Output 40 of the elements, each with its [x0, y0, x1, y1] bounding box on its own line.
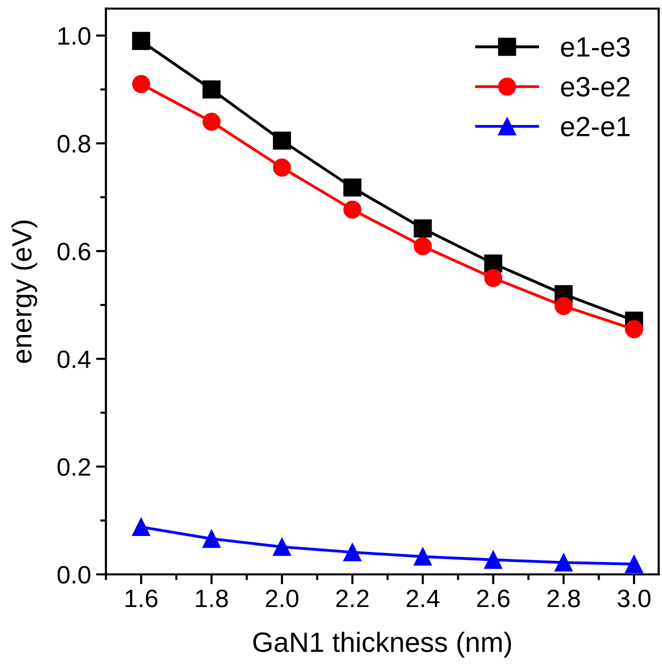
y-tick-label: 0.0 [58, 566, 90, 584]
x-tick-label: 1.8 [196, 590, 228, 608]
point [272, 538, 291, 556]
point [132, 32, 150, 50]
y-tick-label: 0.2 [58, 458, 90, 476]
point [343, 178, 362, 197]
point [554, 553, 573, 572]
point [554, 297, 573, 316]
x-tick-label: 2.8 [548, 590, 580, 608]
y-axis-title: energy (eV) [11, 220, 38, 363]
legend-label: e3-e2 [561, 76, 630, 97]
y-tick-label: 0.6 [58, 242, 90, 260]
point [484, 269, 502, 288]
x-tick-label: 2.0 [266, 590, 298, 608]
point [343, 543, 362, 562]
point [414, 237, 432, 256]
point [343, 200, 362, 219]
x-tick-label: 2.2 [336, 590, 368, 608]
point [625, 320, 644, 338]
point [202, 80, 221, 98]
point [414, 219, 432, 238]
x-tick-label: 1.6 [126, 590, 158, 608]
point [272, 158, 291, 177]
x-axis-title: GaN1 thickness (nm) [253, 632, 512, 658]
x-tick-label: 2.6 [477, 590, 510, 608]
y-tick-label: 1.0 [58, 27, 90, 45]
point [414, 548, 432, 566]
point [132, 75, 150, 94]
point [202, 112, 221, 131]
legend-label: e1-e3 [561, 37, 630, 57]
x-tick-label: 3.0 [618, 590, 650, 608]
point [272, 132, 291, 150]
y-tick-label: 0.8 [58, 134, 90, 153]
legend-label: e2-e1 [561, 116, 630, 136]
point [484, 550, 502, 569]
point [132, 518, 150, 536]
point [625, 555, 644, 574]
point [202, 530, 221, 548]
y-tick-label: 0.4 [58, 350, 91, 368]
x-tick-label: 2.4 [406, 590, 440, 608]
